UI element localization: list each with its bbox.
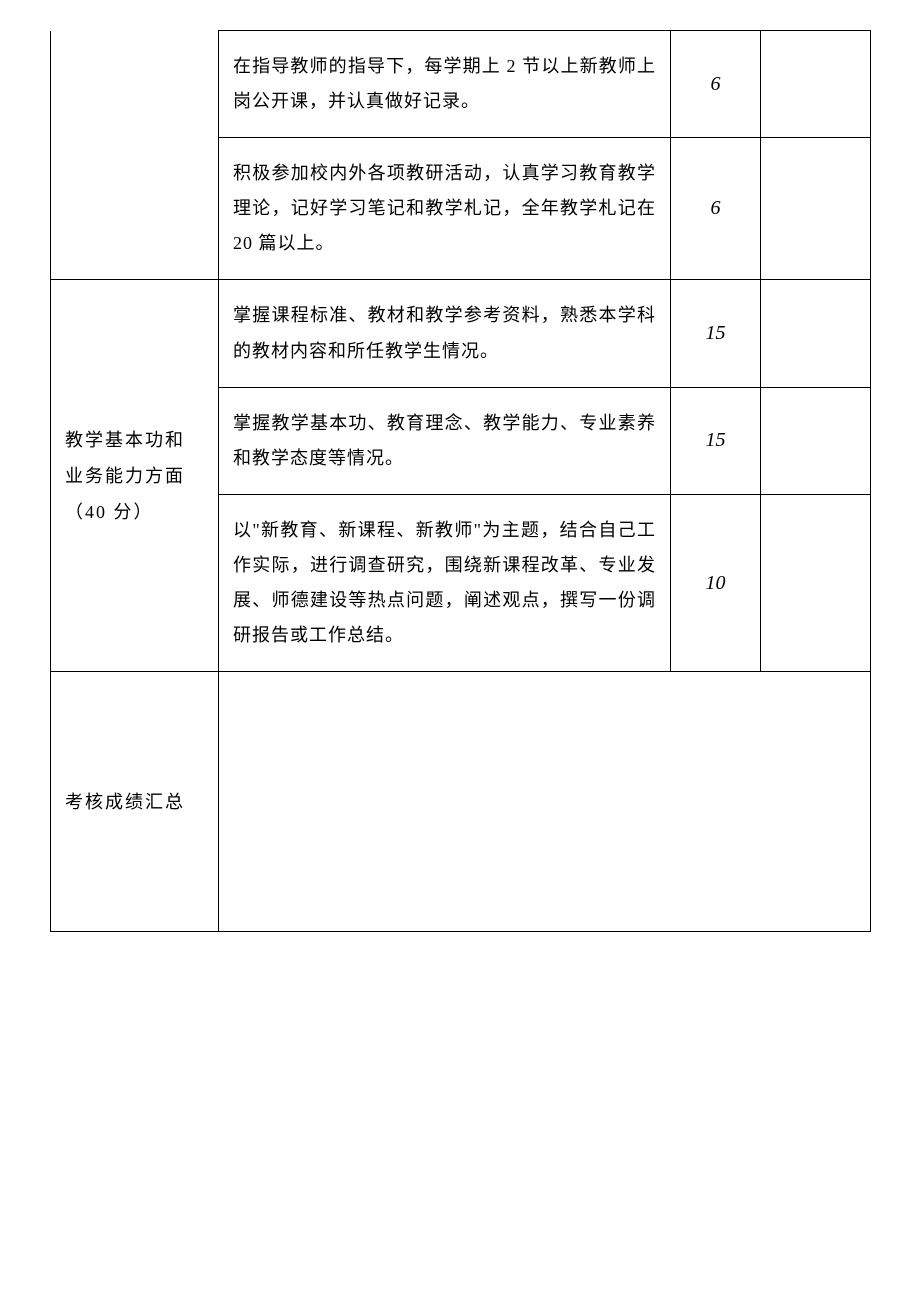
assessment-table: 在指导教师的指导下，每学期上 2 节以上新教师上岗公开课，并认真做好记录。 6 … [50, 30, 871, 932]
score-cell: 6 [671, 31, 761, 138]
summary-row: 考核成绩汇总 [51, 672, 871, 932]
category-cell: 教学基本功和业务能力方面 （40 分） [51, 280, 219, 672]
table-row: 在指导教师的指导下，每学期上 2 节以上新教师上岗公开课，并认真做好记录。 6 [51, 31, 871, 138]
summary-content [219, 672, 871, 932]
criteria-cell: 在指导教师的指导下，每学期上 2 节以上新教师上岗公开课，并认真做好记录。 [219, 31, 671, 138]
score-cell: 15 [671, 387, 761, 494]
category-cell-blank [51, 31, 219, 280]
blank-cell [761, 31, 871, 138]
blank-cell [761, 387, 871, 494]
criteria-cell: 掌握教学基本功、教育理念、教学能力、专业素养和教学态度等情况。 [219, 387, 671, 494]
criteria-cell: 以"新教育、新课程、新教师"为主题，结合自己工作实际，进行调查研究，围绕新课程改… [219, 494, 671, 671]
summary-label: 考核成绩汇总 [51, 672, 219, 932]
score-cell: 10 [671, 494, 761, 671]
blank-cell [761, 138, 871, 280]
criteria-cell: 掌握课程标准、教材和教学参考资料，熟悉本学科的教材内容和所任教学生情况。 [219, 280, 671, 387]
criteria-cell: 积极参加校内外各项教研活动，认真学习教育教学理论，记好学习笔记和教学札记，全年教… [219, 138, 671, 280]
score-cell: 6 [671, 138, 761, 280]
blank-cell [761, 280, 871, 387]
table-row: 教学基本功和业务能力方面 （40 分） 掌握课程标准、教材和教学参考资料，熟悉本… [51, 280, 871, 387]
score-cell: 15 [671, 280, 761, 387]
blank-cell [761, 494, 871, 671]
